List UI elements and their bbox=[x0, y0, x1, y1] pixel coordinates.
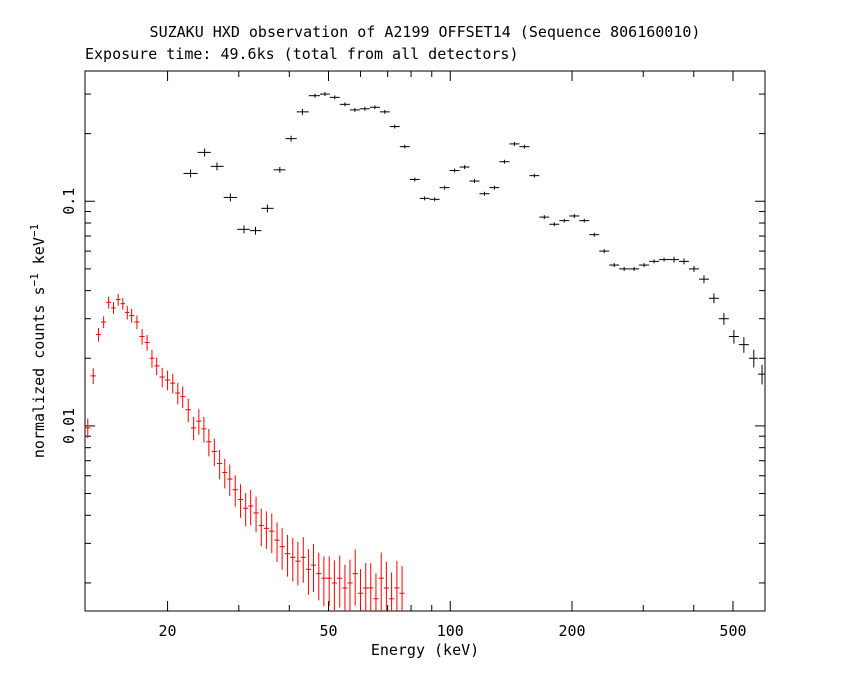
data-series bbox=[85, 92, 765, 611]
x-tick-label: 50 bbox=[319, 622, 337, 640]
plot-frame bbox=[84, 70, 766, 612]
y-tick-label: 0.01 bbox=[60, 408, 78, 444]
y-axis-label: normalized counts s−1 keV−1 bbox=[28, 224, 48, 458]
x-tick-label: 20 bbox=[159, 622, 177, 640]
x-tick-labels: 20 50 100 200 500 bbox=[159, 622, 747, 640]
x-tick-label: 100 bbox=[437, 622, 464, 640]
chart-title: SUZAKU HXD observation of A2199 OFFSET14… bbox=[150, 23, 701, 41]
axis-ticks bbox=[85, 71, 766, 611]
x-axis-label: Energy (keV) bbox=[371, 641, 479, 659]
chart-subtitle: Exposure time: 49.6ks (total from all de… bbox=[85, 45, 518, 63]
series-0 bbox=[183, 92, 765, 385]
y-axis-label-main: normalized counts s bbox=[30, 287, 48, 459]
series-1 bbox=[85, 293, 405, 611]
x-tick-label: 200 bbox=[558, 622, 585, 640]
y-tick-labels: 0.01 0.1 bbox=[60, 188, 78, 444]
x-tick-label: 500 bbox=[719, 622, 746, 640]
y-tick-label: 0.1 bbox=[60, 188, 78, 215]
y-axis-label-exp2: −1 bbox=[28, 224, 41, 237]
y-axis-label-exp1: −1 bbox=[28, 273, 41, 286]
y-axis-label-unit: keV bbox=[30, 237, 48, 273]
